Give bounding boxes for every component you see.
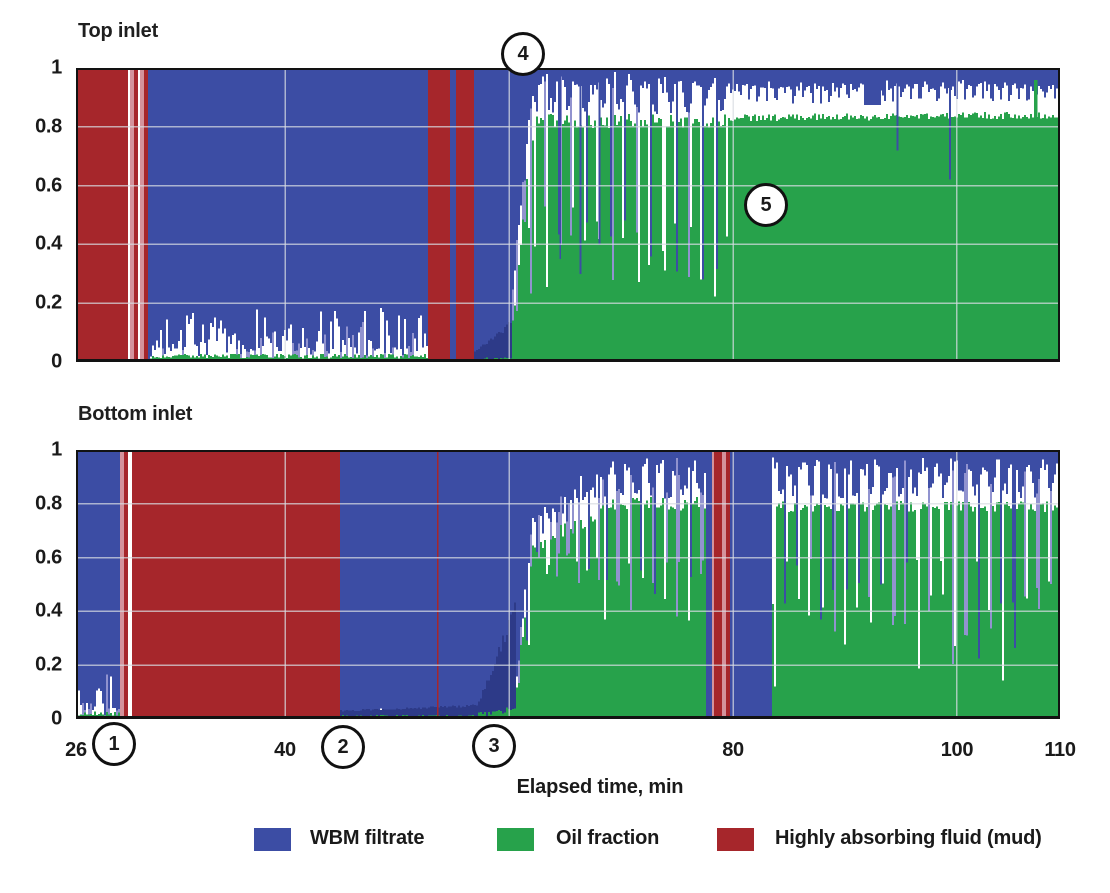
- annotation-circle-3: 3: [472, 724, 516, 768]
- mud-swatch: [717, 828, 754, 851]
- x-tick-label: 100: [940, 739, 974, 761]
- legend-label: Oil fraction: [556, 827, 660, 849]
- x-tick-label: 26: [65, 739, 87, 761]
- bottom-plot-title: Bottom inlet: [78, 403, 193, 425]
- x-tick-label: 80: [722, 739, 744, 761]
- y-tick-label: 0.8: [35, 115, 62, 138]
- annotation-circle-5: 5: [744, 183, 788, 227]
- annotation-circle-2: 2: [321, 725, 365, 769]
- y-tick-label: 0.8: [35, 492, 62, 515]
- oil-fraction-swatch: [497, 828, 534, 851]
- wbm-filtrate-swatch: [254, 828, 291, 851]
- x-tick-label: 110: [1044, 739, 1076, 761]
- top-plot-title: Top inlet: [78, 20, 159, 42]
- x-axis-title: Elapsed time, min: [516, 776, 684, 798]
- y-tick-label: 0.2: [35, 653, 62, 676]
- x-tick-label: 40: [274, 739, 296, 761]
- y-tick-label: 1: [51, 56, 62, 79]
- annotation-circle-4: 4: [501, 32, 545, 76]
- y-tick-label: 0: [51, 350, 62, 373]
- y-tick-label: 0.4: [35, 232, 62, 255]
- bottom-inlet-plot: [76, 450, 1060, 719]
- annotation-circle-1: 1: [92, 722, 136, 766]
- top-inlet-plot: [76, 68, 1060, 362]
- y-tick-label: 0.6: [35, 174, 62, 197]
- y-tick-label: 0.6: [35, 546, 62, 569]
- y-tick-label: 1: [51, 438, 62, 461]
- y-tick-label: 0.2: [35, 291, 62, 314]
- y-tick-label: 0.4: [35, 599, 62, 622]
- y-tick-label: 0: [51, 707, 62, 730]
- legend-label: Highly absorbing fluid (mud): [775, 827, 1042, 849]
- legend-label: WBM filtrate: [310, 827, 425, 849]
